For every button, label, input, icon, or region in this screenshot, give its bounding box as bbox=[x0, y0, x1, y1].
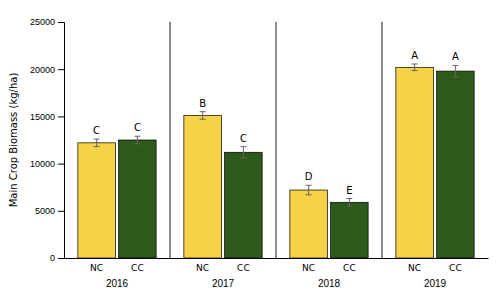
error-bar-cap bbox=[346, 198, 352, 199]
y-tick: 5000 bbox=[35, 206, 64, 216]
error-bar-cap bbox=[412, 64, 418, 65]
error-bar bbox=[306, 185, 312, 194]
y-tick-label: 10000 bbox=[30, 159, 55, 169]
x-tick-label: 2017 bbox=[212, 278, 235, 289]
y-tick-line bbox=[58, 22, 64, 23]
y-tick: 0 bbox=[50, 253, 64, 263]
error-bar bbox=[94, 139, 100, 147]
error-bar-cap bbox=[452, 76, 458, 77]
bar bbox=[437, 71, 475, 258]
error-bar bbox=[346, 199, 352, 207]
series bbox=[119, 65, 475, 258]
error-bar-cap bbox=[94, 139, 100, 140]
error-bar-stem bbox=[137, 136, 138, 144]
series-tick-label: NC bbox=[196, 263, 209, 273]
y-tick: 10000 bbox=[30, 159, 64, 169]
y-tick: 20000 bbox=[30, 65, 64, 75]
chart: CNCBNCDNCANCCCCCCCECCACC2016201720182019… bbox=[0, 0, 500, 306]
bar bbox=[78, 143, 116, 258]
y-axis-title: Main Crop Biomass (kg/ha) bbox=[8, 73, 19, 208]
stat-label: E bbox=[346, 185, 352, 196]
bar bbox=[290, 190, 328, 258]
series-tick-label: NC bbox=[408, 263, 421, 273]
y-tick-line bbox=[58, 164, 64, 165]
y-tick-line bbox=[58, 116, 64, 117]
x-tick-label: 2016 bbox=[106, 278, 129, 289]
x-tick: 2018 bbox=[318, 258, 341, 289]
x-tick: 2016 bbox=[106, 258, 129, 289]
x-tick-label: 2019 bbox=[424, 278, 447, 289]
error-bar-cap bbox=[240, 157, 246, 158]
stat-label: C bbox=[93, 125, 100, 136]
error-bar-cap bbox=[412, 70, 418, 71]
y-tick: 15000 bbox=[30, 112, 64, 122]
series-tick-label: NC bbox=[302, 263, 315, 273]
labels: CNCBNCDNCANCCCCCCCECCACC bbox=[90, 50, 462, 273]
error-bar-cap bbox=[306, 185, 312, 186]
error-bar-stem bbox=[414, 64, 415, 71]
y-tick-line bbox=[58, 69, 64, 70]
error-bar-stem bbox=[96, 139, 97, 147]
error-bar bbox=[200, 112, 206, 120]
error-bar-cap bbox=[452, 65, 458, 66]
error-bar-cap bbox=[134, 136, 140, 137]
error-bar-stem bbox=[349, 199, 350, 207]
error-bar-stem bbox=[308, 185, 309, 194]
bar bbox=[119, 140, 157, 258]
x-tick: 2017 bbox=[212, 258, 235, 289]
plot: CNCBNCDNCANCCCCCCCECCACC2016201720182019… bbox=[30, 17, 489, 289]
series-tick-label: CC bbox=[237, 263, 250, 273]
y-tick-label: 15000 bbox=[30, 112, 55, 122]
y-tick-label: 20000 bbox=[30, 65, 55, 75]
series-tick-label: CC bbox=[131, 263, 144, 273]
x-axis: 2016 2017 2018 2019 bbox=[65, 258, 489, 289]
group-divider bbox=[382, 22, 383, 258]
y-tick-label: 25000 bbox=[30, 17, 55, 27]
error-bar-stem bbox=[455, 65, 456, 76]
group-divider bbox=[170, 22, 171, 258]
error-bar-stem bbox=[243, 147, 244, 158]
bar bbox=[331, 202, 369, 258]
bar bbox=[396, 67, 434, 258]
stat-label: A bbox=[452, 51, 459, 62]
stat-label: C bbox=[240, 133, 247, 144]
error-bar-cap bbox=[200, 111, 206, 112]
error-bar-cap bbox=[240, 146, 246, 147]
series-tick-label: CC bbox=[449, 263, 462, 273]
stat-label: A bbox=[411, 50, 418, 61]
error-bar bbox=[452, 65, 458, 76]
error-bar-cap bbox=[134, 143, 140, 144]
x-tick: 2019 bbox=[424, 258, 447, 289]
bar bbox=[184, 115, 222, 258]
y-tick-line bbox=[58, 211, 64, 212]
x-axis-line bbox=[65, 258, 489, 259]
y-axis: 0 5000 10000 15000 20000 25000 bbox=[30, 17, 65, 263]
stat-label: D bbox=[305, 171, 313, 182]
series-tick-label: CC bbox=[343, 263, 356, 273]
stat-label: B bbox=[199, 98, 206, 109]
x-tick-label: 2018 bbox=[318, 278, 341, 289]
error-bar bbox=[412, 64, 418, 71]
bar bbox=[225, 152, 263, 258]
series-tick-label: NC bbox=[90, 263, 103, 273]
error-bar-cap bbox=[94, 146, 100, 147]
group-dividers bbox=[170, 22, 382, 258]
marks bbox=[78, 64, 474, 258]
error-bar bbox=[134, 136, 140, 144]
y-tick-label: 5000 bbox=[35, 206, 55, 216]
y-tick-line bbox=[58, 258, 64, 259]
group-divider bbox=[276, 22, 277, 258]
error-bar-cap bbox=[200, 119, 206, 120]
error-bar-cap bbox=[306, 194, 312, 195]
stat-label: C bbox=[134, 122, 141, 133]
y-tick-label: 0 bbox=[50, 253, 55, 263]
error-bar bbox=[240, 147, 246, 158]
y-tick: 25000 bbox=[30, 17, 64, 27]
series bbox=[78, 64, 434, 258]
error-bar-cap bbox=[346, 206, 352, 207]
error-bar-stem bbox=[202, 112, 203, 120]
y-axis-line bbox=[58, 23, 65, 259]
